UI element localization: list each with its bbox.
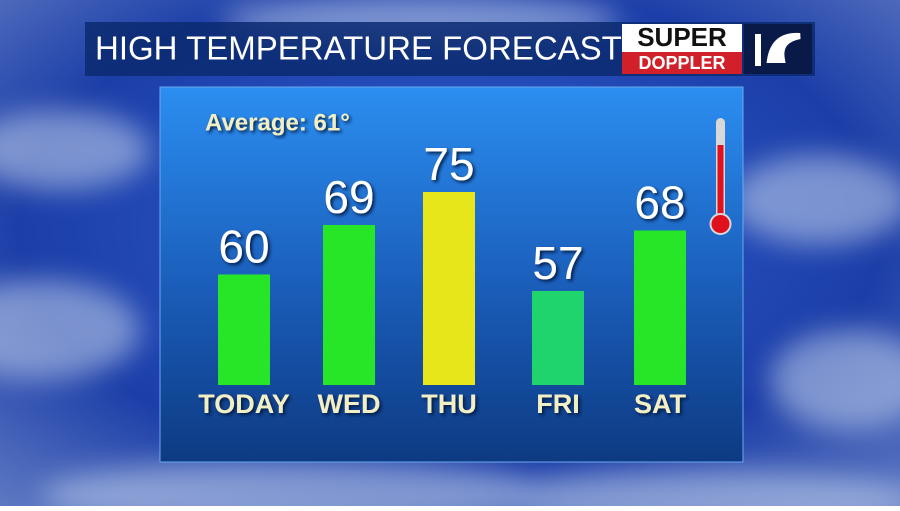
logo-top-box [622, 24, 742, 52]
logo-bottom-box [622, 52, 742, 74]
value-label: 69 [323, 171, 374, 223]
bar [532, 290, 584, 385]
x-tick-label: TODAY [198, 389, 290, 419]
annotation: Average: 61° [205, 109, 350, 136]
x-tick-label: WED [318, 389, 381, 419]
thermometer [709, 118, 732, 235]
x-tick-label: FRI [536, 389, 580, 419]
bar [423, 192, 475, 385]
logo-top: SUPER [637, 22, 727, 52]
value-label: 75 [423, 138, 474, 190]
logo-bottom: DOPPLER [638, 53, 725, 73]
logo: SUPER DOPPLER [622, 22, 812, 74]
bar [634, 230, 686, 385]
thermometer-mercury [717, 145, 724, 220]
value-label: 60 [218, 221, 269, 273]
value-label: 68 [634, 177, 685, 229]
x-tick-label: THU [421, 389, 477, 419]
thermometer-bulb [709, 213, 732, 235]
logo-icon [755, 32, 801, 66]
bar [218, 274, 270, 385]
bar [323, 224, 375, 385]
value-label: 57 [532, 237, 583, 289]
x-tick-label: SAT [634, 389, 687, 419]
chart-title: HIGH TEMPERATURE FORECAST [95, 30, 622, 67]
